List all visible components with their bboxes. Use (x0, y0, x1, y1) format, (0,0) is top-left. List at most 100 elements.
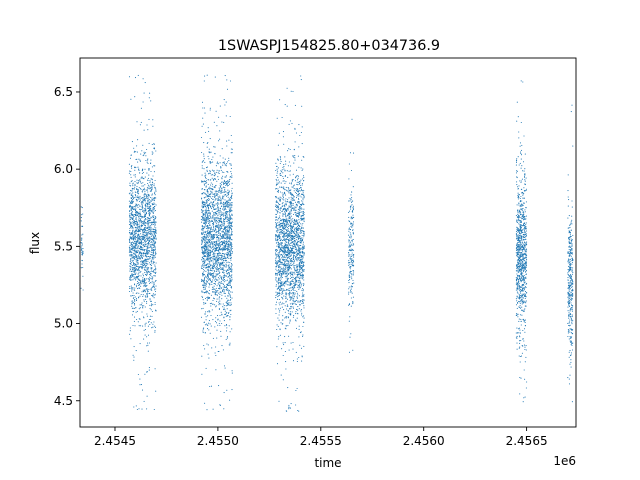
data-point (295, 269, 298, 271)
data-point (147, 270, 150, 272)
data-point (212, 287, 214, 289)
data-point (204, 225, 206, 227)
data-point (147, 184, 149, 186)
data-point (229, 344, 231, 346)
data-point (131, 200, 133, 202)
data-point (221, 214, 223, 216)
data-point (149, 206, 151, 208)
data-point (141, 225, 143, 227)
data-point (213, 252, 215, 255)
scatter-points (80, 74, 574, 412)
data-point (133, 316, 136, 318)
data-point (300, 231, 302, 233)
data-point (139, 279, 141, 281)
data-point (214, 204, 216, 206)
data-point (217, 199, 219, 201)
data-point (135, 311, 137, 313)
data-point (292, 360, 295, 362)
data-point (223, 162, 225, 164)
data-point (295, 389, 297, 392)
data-point (228, 229, 230, 231)
data-point (146, 179, 149, 181)
data-point (136, 185, 138, 187)
data-point (150, 288, 152, 290)
data-point (223, 222, 225, 224)
data-point (212, 188, 214, 190)
data-point (302, 197, 304, 199)
data-point (219, 225, 221, 227)
data-point (219, 320, 221, 322)
data-point (223, 209, 225, 211)
data-point (143, 152, 145, 154)
data-point (215, 224, 217, 226)
data-point (206, 220, 208, 222)
data-point (205, 174, 207, 176)
data-point (132, 307, 134, 309)
data-point (136, 408, 138, 411)
data-point (210, 281, 212, 283)
data-point (145, 249, 147, 251)
data-point (292, 198, 294, 200)
data-point (147, 211, 149, 213)
data-point (223, 220, 225, 222)
data-point (213, 223, 215, 226)
data-point (150, 242, 152, 244)
data-point (129, 212, 131, 214)
data-point (210, 274, 212, 277)
data-point (137, 190, 139, 192)
data-point (218, 210, 220, 212)
data-point (148, 142, 150, 144)
data-point (206, 343, 208, 345)
data-point (222, 257, 224, 259)
data-point (301, 159, 303, 161)
data-point (285, 255, 287, 257)
data-point (229, 178, 231, 181)
data-point (201, 165, 203, 167)
data-point (131, 267, 133, 269)
data-point (217, 236, 219, 239)
data-point (207, 195, 210, 198)
data-point (131, 243, 133, 245)
data-point (131, 237, 133, 239)
data-point (131, 190, 133, 192)
data-point (134, 181, 136, 183)
data-point (228, 295, 230, 297)
data-point (203, 280, 206, 282)
data-point (134, 194, 136, 196)
data-point (141, 291, 143, 293)
data-point (145, 189, 147, 191)
data-point (137, 277, 139, 279)
data-point (201, 211, 203, 214)
data-point (205, 177, 207, 180)
data-point (147, 224, 149, 226)
data-point (277, 292, 279, 294)
data-point (205, 302, 207, 304)
data-point (217, 176, 219, 178)
data-point (151, 303, 153, 305)
data-point (134, 208, 136, 210)
data-point (212, 337, 214, 339)
data-point (285, 202, 287, 204)
data-point (214, 248, 216, 250)
data-point (282, 166, 284, 168)
data-point (226, 257, 229, 259)
data-point (222, 277, 224, 279)
data-point (205, 258, 207, 260)
data-point (277, 218, 280, 220)
data-point (136, 252, 139, 254)
data-point (131, 194, 133, 196)
data-point (207, 219, 209, 221)
data-point (137, 266, 139, 268)
data-point (213, 285, 215, 287)
data-point (141, 191, 144, 193)
data-point (148, 201, 150, 203)
data-point (134, 241, 136, 243)
data-point (206, 170, 208, 172)
data-point (208, 320, 210, 322)
data-point (222, 225, 224, 227)
data-point (296, 181, 298, 183)
data-point (277, 267, 280, 269)
data-point (209, 107, 211, 109)
data-point (136, 241, 138, 243)
